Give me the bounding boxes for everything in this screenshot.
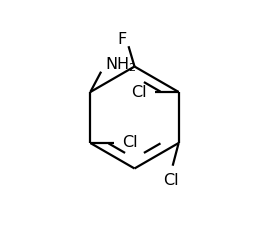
Text: NH$_2$: NH$_2$ [105, 55, 136, 74]
Text: Cl: Cl [163, 173, 179, 188]
Text: Cl: Cl [131, 85, 147, 99]
Text: Cl: Cl [122, 136, 138, 150]
Text: F: F [117, 32, 126, 47]
